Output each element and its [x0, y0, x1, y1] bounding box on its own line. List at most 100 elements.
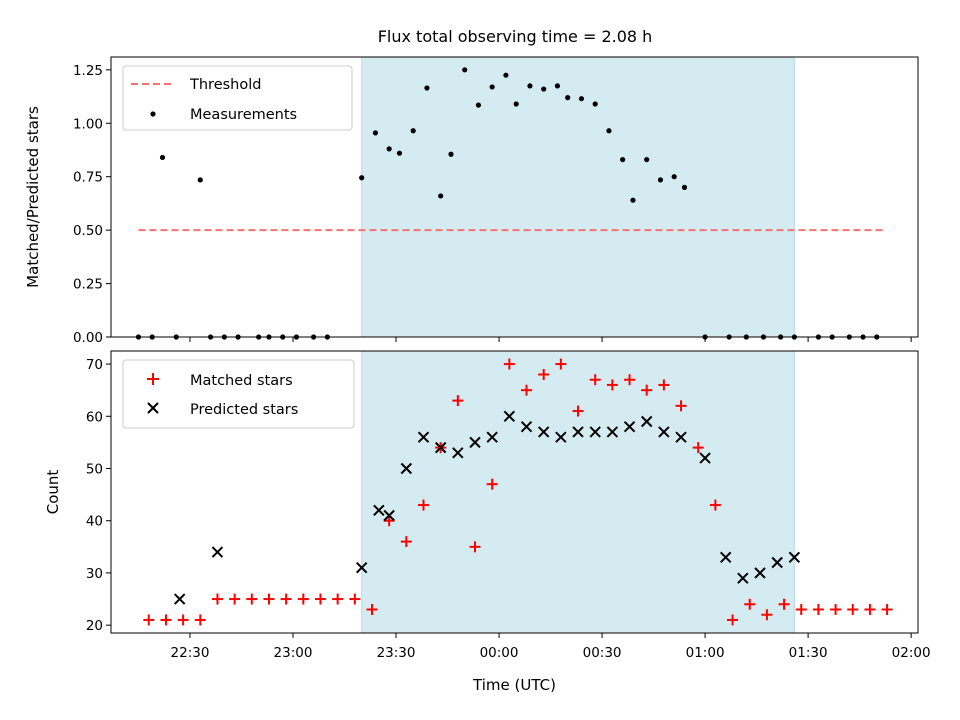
- predicted-star-stroke-b: [719, 551, 732, 563]
- x-tick-label: 23:00: [274, 645, 313, 661]
- predicted-star-point: [434, 441, 447, 454]
- top-y-tick-label: 1.00: [73, 116, 103, 132]
- predicted-star-stroke-b: [623, 421, 636, 433]
- matched-star-point: [624, 374, 636, 386]
- predicted-star-stroke-b: [173, 593, 186, 605]
- predicted-star-point: [555, 431, 567, 443]
- measurement-point: [448, 151, 454, 157]
- top-axes-frame: [110, 56, 919, 338]
- measurement-point: [554, 83, 561, 89]
- legend-predicted-swatch: [147, 402, 159, 414]
- predicted-star-point: [469, 436, 481, 449]
- measurement-point: [606, 128, 612, 134]
- matched-star-point: [263, 593, 275, 605]
- measurement-point: [657, 177, 664, 183]
- measurement-point: [396, 150, 403, 156]
- predicted-star-point: [520, 421, 533, 433]
- matched-star-point: [709, 499, 721, 511]
- matched-star-point: [572, 405, 584, 417]
- matched-star-point: [143, 614, 155, 626]
- measurement-point: [424, 85, 430, 91]
- predicted-star-point: [754, 567, 766, 579]
- top-y-tick-label: 0.00: [73, 330, 103, 346]
- predicted-star-point: [486, 431, 498, 443]
- predicted-star-stroke-b: [537, 426, 550, 438]
- measurement-point: [386, 146, 392, 152]
- measurement-point: [527, 83, 533, 89]
- predicted-star-point: [452, 447, 464, 459]
- measurement-point: [462, 67, 468, 73]
- predicted-star-stroke-b: [572, 426, 584, 438]
- matched-star-point: [606, 379, 618, 391]
- predicted-star-point: [503, 410, 516, 422]
- predicted-star-point: [355, 562, 368, 574]
- matched-star-point: [452, 395, 464, 407]
- matched-star-point: [675, 400, 687, 412]
- predicted-star-point: [623, 421, 636, 433]
- measurement-point: [592, 101, 598, 107]
- measurement-point: [359, 175, 365, 181]
- measurement-point: [681, 184, 688, 190]
- measurement-point: [620, 156, 626, 163]
- top-panel: 0.00 0.25 0.50 0.75 1.00 1.25 Matched/Predict…: [24, 56, 919, 346]
- matched-star-point: [538, 369, 550, 380]
- predicted-star-point: [658, 426, 670, 438]
- bottom-y-tick-label: 50: [86, 462, 103, 478]
- predicted-stars-points: [173, 410, 801, 605]
- chart-title: Flux total observing time = 2.08 h: [378, 27, 653, 46]
- x-tick-label: 01:30: [789, 645, 828, 661]
- matched-star-point: [366, 604, 378, 615]
- predicted-star-point: [373, 504, 385, 516]
- matched-star-point: [417, 499, 429, 511]
- predicted-star-stroke-b: [641, 415, 653, 428]
- top-y-tick-label: 0.25: [73, 277, 103, 293]
- legend-matched-swatch: [147, 373, 159, 385]
- predicted-star-stroke-b: [211, 546, 224, 558]
- predicted-star-stroke-b: [520, 421, 533, 433]
- bottom-legend: Matched stars Predicted stars: [122, 359, 355, 429]
- predicted-star-point: [173, 593, 186, 605]
- measurement-point: [159, 154, 166, 161]
- predicted-star-stroke-b: [503, 410, 516, 422]
- x-axis-label: Time (UTC): [472, 676, 556, 694]
- matched-star-point: [383, 515, 395, 527]
- measurement-point: [503, 72, 509, 78]
- top-legend: Threshold Measurements: [122, 65, 353, 131]
- matched-star-point: [177, 614, 189, 626]
- x-tick-label: 22:30: [171, 645, 210, 661]
- x-tick-label: 01:00: [686, 645, 725, 661]
- matched-star-point: [641, 384, 653, 396]
- matched-star-point: [469, 541, 481, 553]
- predicted-star-point: [211, 546, 224, 558]
- bottom-y-tick-label: 70: [86, 357, 103, 373]
- predicted-star-point: [417, 431, 430, 443]
- matched-star-point: [864, 604, 876, 615]
- predicted-star-stroke-b: [658, 426, 670, 438]
- top-y-tick-label: 1.25: [73, 63, 103, 79]
- matched-star-point: [314, 593, 326, 605]
- bottom-y-tick-label: 20: [86, 618, 103, 634]
- predicted-star-point: [641, 415, 653, 428]
- matched-star-point: [400, 536, 412, 548]
- x-tick-label: 00:30: [583, 645, 622, 661]
- predicted-star-stroke-b: [771, 556, 783, 569]
- bottom-y-tick-label: 40: [86, 514, 103, 530]
- bottom-y-tick-label: 60: [86, 409, 103, 425]
- matched-star-point: [280, 593, 292, 605]
- matched-star-point: [555, 358, 567, 370]
- matched-star-point: [847, 604, 859, 615]
- predicted-star-stroke-b: [486, 431, 498, 443]
- predicted-star-stroke-b: [699, 452, 711, 464]
- predicted-star-point: [572, 426, 584, 438]
- matched-star-point: [521, 384, 533, 396]
- matched-star-point: [503, 358, 515, 370]
- measurement-point: [513, 101, 519, 107]
- bottom-legend-box: [122, 359, 355, 429]
- measurement-point: [438, 193, 444, 199]
- predicted-star-point: [699, 452, 711, 464]
- measurement-point: [671, 174, 677, 180]
- predicted-star-stroke-b: [606, 426, 619, 438]
- measurement-point: [541, 86, 547, 92]
- predicted-star-stroke-b: [589, 426, 601, 438]
